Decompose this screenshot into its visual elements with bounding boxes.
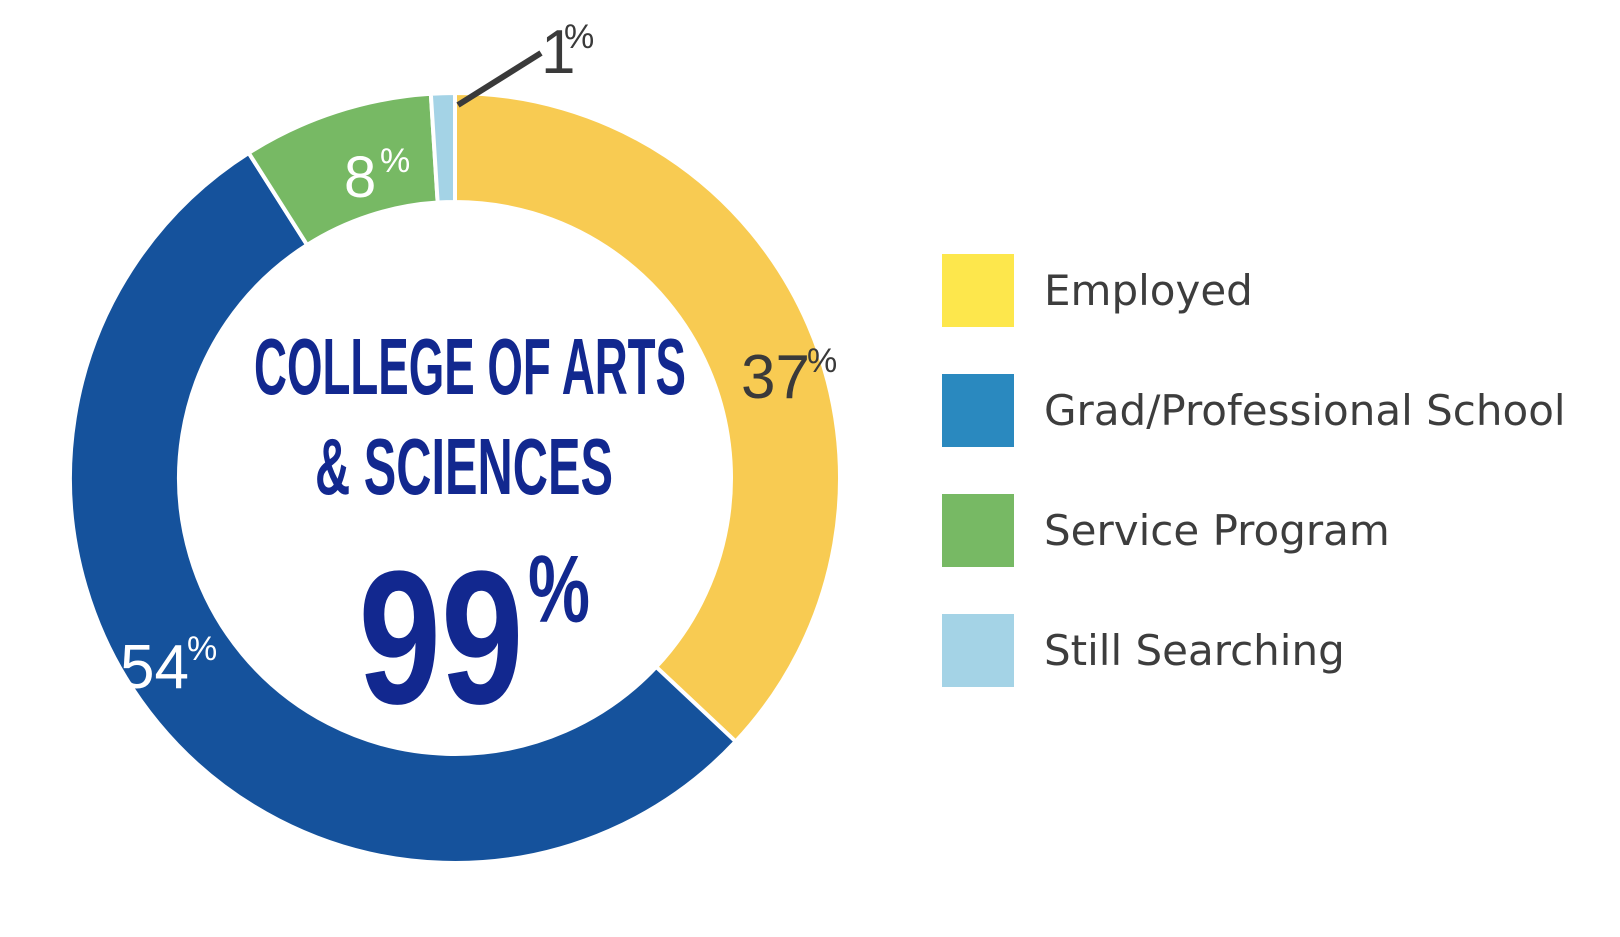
legend-label-still-searching: Still Searching [1044,626,1345,675]
slice-value-still-searching: 1 [541,18,575,87]
slice-unit-grad-school: % [187,630,217,668]
still-searching-leader-line [456,50,543,108]
slice-label-employed: 37 % [741,342,837,412]
center-total-unit: % [528,536,590,643]
slice-label-grad-school: 54 % [120,630,217,702]
center-title-line2: & SCIENCES [315,422,613,511]
donut-slice-grad-school [68,150,739,865]
slice-unit-employed: % [807,342,837,380]
slice-label-service-program: 8 % [344,142,410,210]
legend-swatch-employed [942,254,1014,327]
slice-value-grad-school: 54 [120,633,189,702]
slice-value-service-program: 8 [344,145,376,210]
legend-swatch-service-program [942,494,1014,567]
slice-value-employed: 37 [741,343,810,412]
slice-label-still-searching: 1 % [541,18,594,87]
legend-item-service-program: Service Program [942,494,1612,567]
center-title-line1: COLLEGE OF ARTS [254,322,686,411]
legend-label-grad-school: Grad/Professional School [1044,386,1566,435]
legend-item-grad-school: Grad/Professional School [942,374,1612,447]
legend-label-employed: Employed [1044,266,1253,315]
legend-item-still-searching: Still Searching [942,614,1612,687]
donut-slice-still-searching [428,90,457,205]
legend-item-employed: Employed [942,254,1612,327]
center-total-value: 99 [359,532,524,744]
donut-slices [68,90,842,865]
slice-unit-still-searching: % [564,18,594,56]
slice-unit-service-program: % [380,142,410,180]
donut-slice-employed [453,90,842,745]
legend-swatch-still-searching [942,614,1014,687]
legend-swatch-grad-school [942,374,1014,447]
chart-legend: Employed Grad/Professional School Servic… [942,254,1612,734]
legend-label-service-program: Service Program [1044,506,1390,555]
